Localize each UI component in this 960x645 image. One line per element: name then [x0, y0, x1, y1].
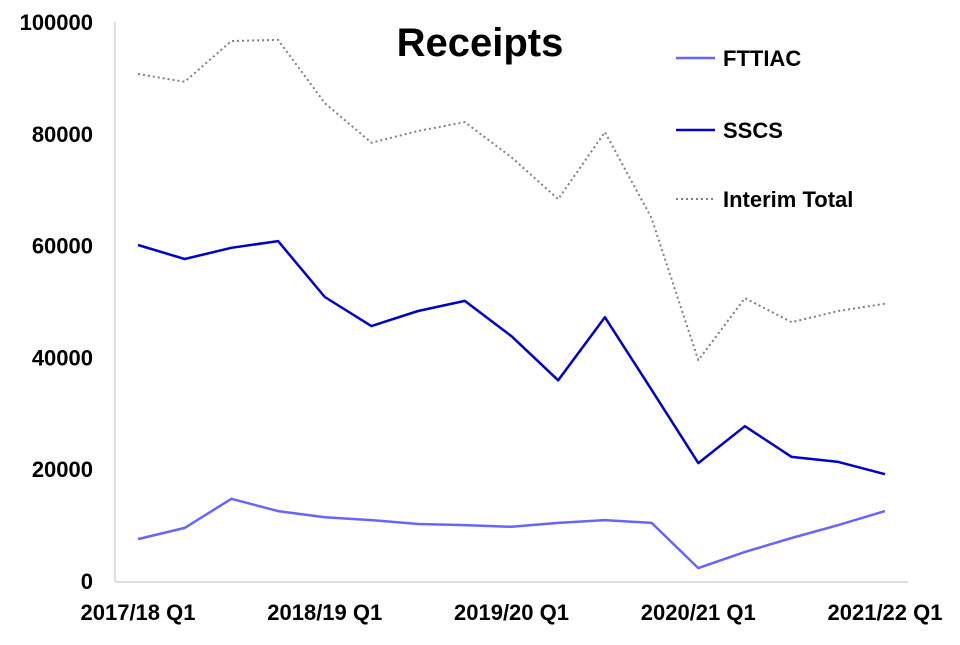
y-tick-labels: 0 20000 40000 60000 80000 100000: [20, 10, 93, 594]
y-tick-label: 80000: [32, 122, 93, 147]
x-tick-label: 2021/22 Q1: [828, 600, 943, 625]
legend-label: SSCS: [723, 118, 783, 143]
x-tick-labels: 2017/18 Q1 2018/19 Q1 2019/20 Q1 2020/21 Q1…: [81, 600, 943, 625]
x-tick-label: 2020/21 Q1: [641, 600, 756, 625]
chart-title: Receipts: [397, 21, 564, 65]
legend-label: FTTIAC: [723, 46, 801, 71]
x-tick-label: 2019/20 Q1: [454, 600, 569, 625]
series-line-sscs: [137, 239, 886, 476]
x-tick-label: 2018/19 Q1: [267, 600, 382, 625]
legend-label: Interim Total: [723, 187, 853, 212]
y-tick-label: 60000: [32, 234, 93, 259]
x-tick-label: 2017/18 Q1: [81, 600, 196, 625]
series-lines: [137, 38, 886, 570]
y-tick-label: 0: [81, 569, 93, 594]
legend: FTTIAC SSCS Interim Total: [676, 46, 853, 212]
series-line-fttiac: [137, 497, 886, 570]
y-tick-label: 40000: [32, 345, 93, 370]
series-line-interim-total: [137, 38, 886, 362]
y-tick-label: 20000: [32, 457, 93, 482]
y-tick-label: 100000: [20, 10, 93, 35]
